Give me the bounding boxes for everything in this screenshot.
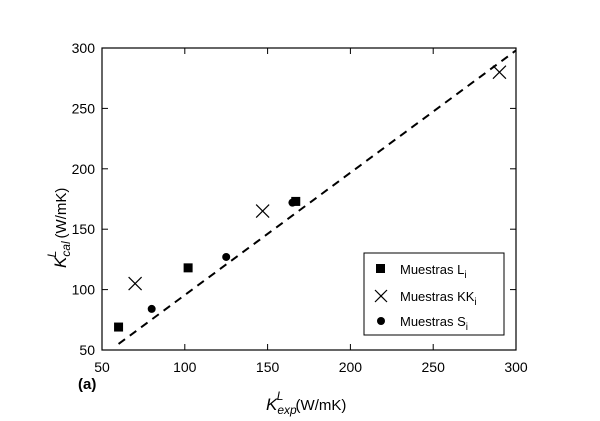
y-tick-label: 100 bbox=[72, 282, 96, 298]
x-tick-label: 100 bbox=[173, 359, 197, 375]
legend-sub-s: i bbox=[466, 322, 468, 333]
axis-ticks bbox=[101, 47, 517, 351]
plot-area bbox=[101, 47, 517, 351]
y-tick-label: 150 bbox=[72, 221, 96, 237]
x-axis-symbol: K bbox=[266, 395, 278, 414]
y-axis-sup: L bbox=[45, 251, 59, 258]
x-axis-title: KexpL (W/mK) bbox=[266, 389, 346, 417]
x-tick-label: 250 bbox=[422, 359, 446, 375]
legend-sub-kk: i bbox=[474, 297, 476, 308]
legend-label-s: Muestras S bbox=[400, 314, 466, 329]
tick-labels: 50 100 150 200 250 300 50 100 150 200 250 300 bbox=[72, 40, 528, 375]
y-axis-title: KcalL (W/mK) bbox=[45, 188, 73, 268]
y-tick-label: 300 bbox=[72, 40, 96, 56]
y-axis-symbol: K bbox=[51, 256, 70, 268]
x-axis-unit: (W/mK) bbox=[291, 397, 346, 414]
x-tick-label: 150 bbox=[256, 359, 280, 375]
legend: Muestras Li Muestras KKi Muestras Si bbox=[363, 252, 505, 336]
y-tick-label: 50 bbox=[79, 342, 95, 358]
x-tick-label: 50 bbox=[94, 359, 110, 375]
point-square bbox=[183, 263, 193, 273]
y-axis-sub: cal bbox=[59, 241, 73, 257]
legend-marker-circle bbox=[377, 317, 385, 325]
legend-marker-x bbox=[374, 289, 388, 303]
x-tick-label: 200 bbox=[339, 359, 363, 375]
point-x bbox=[255, 204, 270, 219]
legend-label-kk: Muestras KK bbox=[400, 289, 475, 304]
y-tick-label: 200 bbox=[72, 161, 96, 177]
legend-entry-l: Muestras Li bbox=[400, 262, 467, 281]
point-x bbox=[128, 276, 143, 291]
reference-line bbox=[117, 49, 517, 345]
legend-marker-square bbox=[376, 264, 385, 273]
point-circle bbox=[222, 252, 231, 261]
point-x bbox=[492, 65, 507, 80]
x-axis-sup: L bbox=[277, 389, 284, 403]
legend-sub-l: i bbox=[464, 270, 466, 281]
data-points bbox=[114, 65, 507, 332]
legend-label-l: Muestras L bbox=[400, 262, 464, 277]
y-axis-unit: (W/mK) bbox=[53, 188, 70, 243]
x-axis-sub: exp bbox=[277, 403, 297, 417]
legend-entry-kk: Muestras KKi bbox=[400, 289, 477, 308]
x-tick-label: 300 bbox=[504, 359, 528, 375]
legend-entry-s: Muestras Si bbox=[400, 314, 468, 333]
point-square bbox=[114, 322, 124, 332]
panel-label: (a) bbox=[78, 376, 96, 393]
legend-box bbox=[363, 252, 505, 336]
y-tick-label: 250 bbox=[72, 100, 96, 116]
plot-frame bbox=[101, 47, 517, 351]
point-circle bbox=[288, 198, 297, 207]
point-circle bbox=[147, 304, 156, 313]
